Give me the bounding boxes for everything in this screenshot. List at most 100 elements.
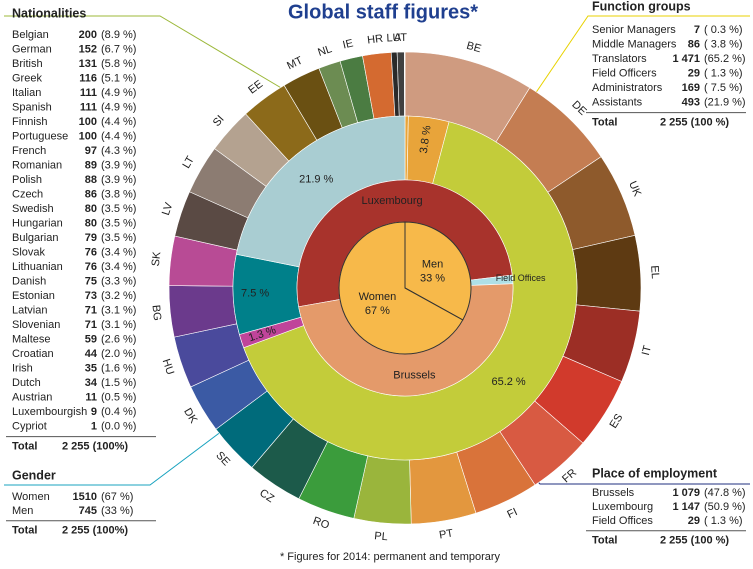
row-count: 1 147 bbox=[672, 501, 700, 513]
row-share: (3.9 %) bbox=[101, 174, 136, 186]
row-name: Austrian bbox=[12, 391, 52, 403]
row-name: Women bbox=[12, 491, 50, 503]
row-name: Irish bbox=[12, 362, 33, 374]
table-title: Gender bbox=[12, 468, 56, 482]
country-code: IE bbox=[342, 37, 355, 51]
country-code: HU bbox=[160, 357, 176, 376]
country-code: FR bbox=[560, 467, 579, 486]
row-share: ( 0.3 %) bbox=[704, 24, 743, 36]
row-share: (4.4 %) bbox=[101, 130, 136, 142]
row-share: (33 %) bbox=[101, 505, 133, 517]
row-count: 1 471 bbox=[672, 53, 700, 65]
footnote: * Figures for 2014: permanent and tempor… bbox=[280, 551, 501, 563]
gender-value: 67 % bbox=[365, 305, 390, 317]
country-code: BG bbox=[150, 304, 164, 321]
row-count: 76 bbox=[85, 261, 97, 273]
row-count: 152 bbox=[79, 43, 97, 55]
row-name: Dutch bbox=[12, 377, 41, 389]
row-name: Swedish bbox=[12, 203, 54, 215]
share-label: 3.8 % bbox=[418, 124, 434, 154]
row-name: Danish bbox=[12, 275, 46, 287]
row-count: 97 bbox=[85, 145, 97, 157]
row-count: 88 bbox=[85, 174, 97, 186]
row-name: Middle Managers bbox=[592, 38, 677, 50]
row-count: 1 bbox=[91, 420, 97, 432]
row-name: Latvian bbox=[12, 304, 47, 316]
row-count: 89 bbox=[85, 159, 97, 171]
country-code: DK bbox=[181, 406, 199, 426]
table-title: Nationalities bbox=[12, 6, 86, 20]
row-share: (1.5 %) bbox=[101, 377, 136, 389]
country-code: RO bbox=[311, 515, 331, 532]
row-count: 200 bbox=[79, 29, 97, 41]
row-share: (6.7 %) bbox=[101, 43, 136, 55]
total-label: Total bbox=[592, 117, 617, 129]
row-name: German bbox=[12, 43, 52, 55]
row-share: (2.0 %) bbox=[101, 348, 136, 360]
country-code: LU bbox=[386, 32, 401, 45]
row-count: 76 bbox=[85, 246, 97, 258]
row-name: Spanish bbox=[12, 101, 52, 113]
row-name: Administrators bbox=[592, 82, 663, 94]
country-code: PT bbox=[438, 527, 454, 541]
row-share: ( 1.3 %) bbox=[704, 515, 743, 527]
share-label: 65.2 % bbox=[491, 376, 525, 388]
row-name: Senior Managers bbox=[592, 24, 676, 36]
row-name: Finnish bbox=[12, 116, 47, 128]
ring-segment bbox=[404, 221, 472, 321]
row-count: 111 bbox=[80, 87, 97, 99]
country-code: ES bbox=[607, 412, 625, 431]
row-share: (67 %) bbox=[101, 491, 133, 503]
row-share: (0.0 %) bbox=[101, 420, 136, 432]
ring-segment bbox=[338, 221, 464, 355]
country-code: LT bbox=[180, 154, 197, 171]
row-share: (4.9 %) bbox=[101, 87, 136, 99]
title: Global staff figures* bbox=[288, 1, 478, 23]
row-name: Hungarian bbox=[12, 217, 63, 229]
row-count: 7 bbox=[694, 24, 700, 36]
row-name: Cypriot bbox=[12, 420, 47, 432]
row-count: 745 bbox=[79, 505, 97, 517]
gender-label: Women bbox=[359, 291, 397, 303]
row-count: 71 bbox=[85, 304, 97, 316]
row-share: ( 3.8 %) bbox=[704, 38, 743, 50]
row-name: Luxembourg bbox=[592, 501, 653, 513]
row-count: 80 bbox=[85, 203, 97, 215]
row-share: ( 1.3 %) bbox=[704, 67, 743, 79]
country-code: AT bbox=[394, 32, 408, 44]
row-count: 73 bbox=[85, 290, 97, 302]
row-share: (3.4 %) bbox=[101, 261, 136, 273]
gender-value: 33 % bbox=[420, 273, 445, 285]
row-share: (65.2 %) bbox=[704, 53, 746, 65]
country-code: SI bbox=[211, 113, 227, 129]
total-label: Total bbox=[12, 525, 37, 537]
country-code: SE bbox=[213, 449, 232, 468]
row-count: 1510 bbox=[73, 491, 97, 503]
row-count: 493 bbox=[682, 96, 700, 108]
row-count: 111 bbox=[80, 101, 97, 113]
country-code: SK bbox=[150, 250, 164, 267]
row-name: Greek bbox=[12, 72, 42, 84]
row-share: (2.6 %) bbox=[101, 333, 136, 345]
total-value: 2 255 (100 %) bbox=[660, 535, 729, 547]
total-value: 2 255 (100%) bbox=[62, 525, 128, 537]
row-name: British bbox=[12, 58, 43, 70]
row-count: 131 bbox=[79, 58, 97, 70]
row-share: (8.9 %) bbox=[101, 29, 136, 41]
row-name: Czech bbox=[12, 188, 43, 200]
country-code: LV bbox=[160, 201, 176, 217]
country-code: BE bbox=[465, 40, 482, 56]
row-share: (4.4 %) bbox=[101, 116, 136, 128]
row-share: (47.8 %) bbox=[704, 487, 746, 499]
row-name: Luxembourgish bbox=[12, 406, 87, 418]
total-label: Total bbox=[592, 535, 617, 547]
row-share: (3.5 %) bbox=[101, 203, 136, 215]
row-name: Slovenian bbox=[12, 319, 60, 331]
row-name: Croatian bbox=[12, 348, 54, 360]
country-code: NL bbox=[316, 43, 333, 59]
row-share: (3.1 %) bbox=[101, 319, 136, 331]
row-share: ( 7.5 %) bbox=[704, 82, 743, 94]
row-share: (0.5 %) bbox=[101, 391, 136, 403]
gender-label: Men bbox=[422, 259, 443, 271]
